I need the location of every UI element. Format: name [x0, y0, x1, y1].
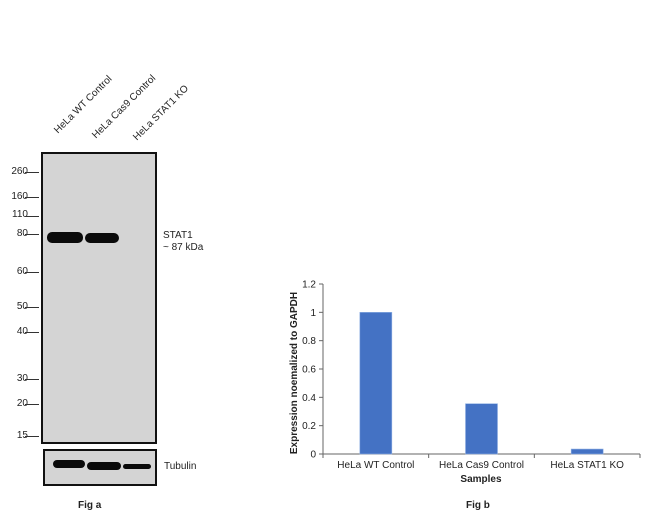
x-tick-label: HeLa STAT1 KO: [550, 460, 624, 471]
mw-marker-160: 160: [11, 191, 28, 202]
fig-a-caption: Fig a: [78, 500, 102, 511]
x-tick-label: HeLa Cas9 Control: [439, 460, 524, 471]
mw-tick: [25, 379, 39, 380]
mw-marker-260: 260: [11, 166, 28, 177]
y-axis-label: Expression noemalized to GAPDH: [289, 292, 300, 454]
loading-control-label: Tubulin: [164, 461, 197, 472]
band-stat1-wt: [47, 232, 83, 243]
bar-1: [359, 312, 393, 455]
mw-marker-80: 80: [16, 228, 28, 239]
mw-tick: [25, 197, 39, 198]
mw-tick: [25, 172, 39, 173]
bar-3: [570, 448, 604, 455]
mw-marker-40: 40: [16, 326, 28, 337]
y-tick-label: 0.4: [302, 393, 316, 404]
bar-2: [465, 403, 498, 455]
mw-marker-60: 60: [16, 266, 28, 277]
y-tick-label: 1: [310, 308, 316, 319]
blot-main-panel: [41, 152, 157, 444]
mw-tick: [25, 404, 39, 405]
y-tick-label: 0.8: [302, 336, 316, 347]
mw-tick: [25, 272, 39, 273]
y-tick-label: 0.6: [302, 365, 316, 376]
mw-tick: [25, 436, 39, 437]
y-tick-label: 0: [310, 450, 316, 461]
mw-tick: [25, 216, 39, 217]
x-tick-label: HeLa WT Control: [337, 460, 414, 471]
mw-marker-30: 30: [16, 373, 28, 384]
y-tick-label: 1.2: [302, 280, 316, 291]
y-tick-label: 0.2: [302, 421, 316, 432]
x-axis-label: Samples: [460, 474, 502, 485]
band-stat1-cas9: [85, 233, 119, 243]
mw-marker-15: 15: [16, 430, 28, 441]
band-tubulin-ko: [123, 464, 151, 469]
band-tubulin-wt: [53, 460, 85, 468]
band-tubulin-cas9: [87, 462, 121, 470]
mw-marker-50: 50: [16, 301, 28, 312]
mw-marker-110: 110: [12, 209, 28, 220]
target-size: ~ 87 kDa: [163, 242, 204, 253]
mw-tick: [25, 332, 39, 333]
mw-tick: [25, 307, 39, 308]
target-label: STAT1: [163, 230, 193, 241]
mw-marker-20: 20: [16, 398, 28, 409]
fig-b-caption: Fig b: [466, 500, 490, 511]
mw-tick: [25, 234, 39, 235]
blot-tubulin-panel: [43, 449, 157, 486]
